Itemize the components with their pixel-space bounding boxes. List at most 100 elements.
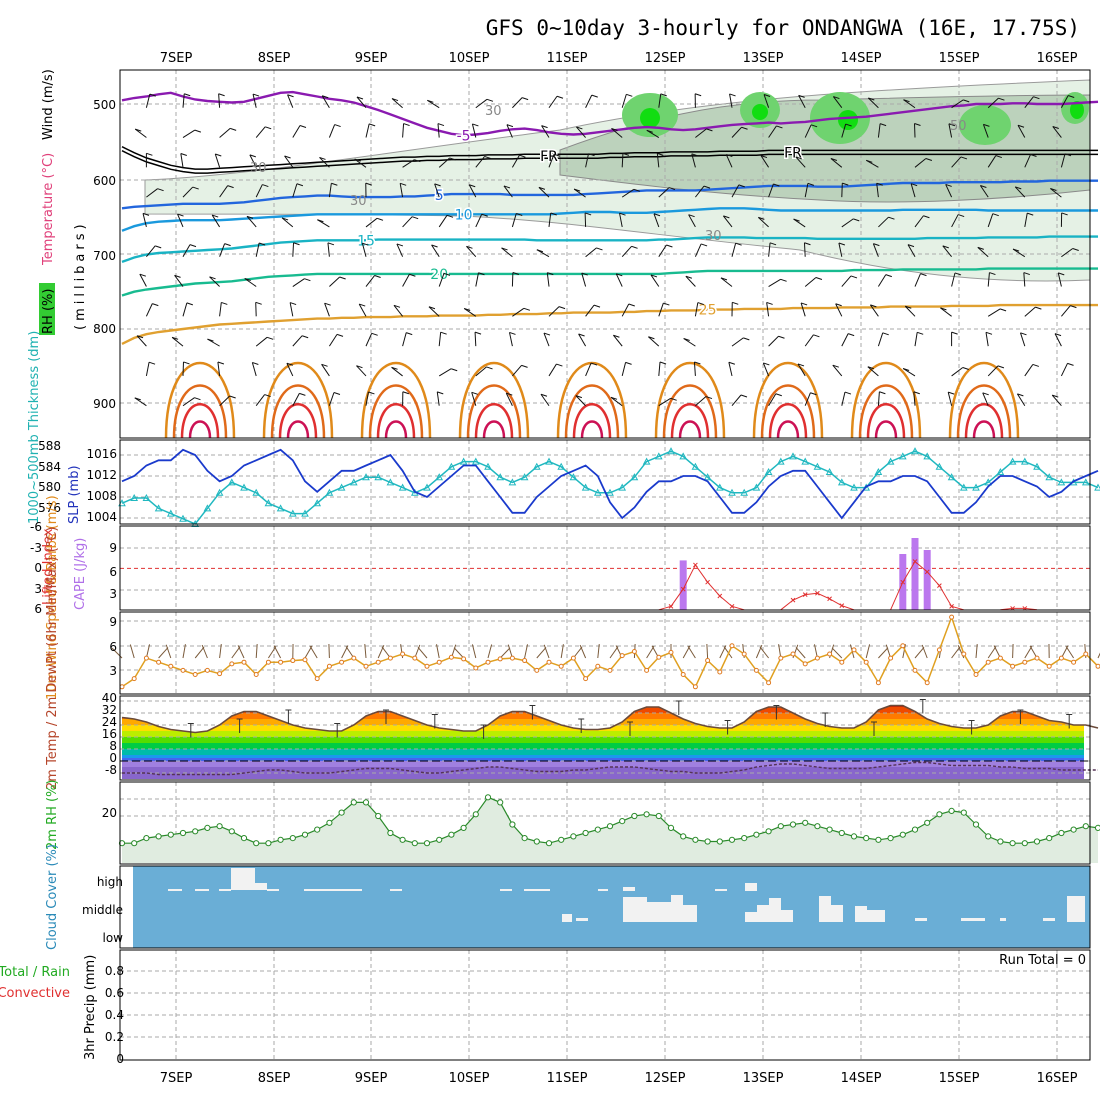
thickness-point xyxy=(618,483,627,491)
wind-barb-flag xyxy=(962,367,969,370)
wind-barb-flag xyxy=(437,123,445,127)
wind-barb xyxy=(902,368,916,377)
rh-contour-label: 30 xyxy=(485,104,502,119)
wind10m-barb xyxy=(417,646,428,659)
rh-point xyxy=(875,836,882,843)
wind-barb-flag xyxy=(670,397,677,401)
rh-point xyxy=(521,835,528,842)
wind-barb xyxy=(877,391,880,406)
wind-barb-flag xyxy=(773,183,780,187)
wind-barb xyxy=(621,362,627,377)
wind-barb xyxy=(146,188,158,198)
wind-barb xyxy=(987,308,1001,317)
run-total-label: Run Total = 0 xyxy=(999,953,1086,968)
thickness-point xyxy=(264,499,273,507)
wind-barb xyxy=(578,333,587,347)
rh-point xyxy=(155,833,162,840)
wind-barb xyxy=(621,245,632,258)
wind-barb-flag xyxy=(434,183,441,187)
wind-barb xyxy=(548,95,558,109)
wind-barb-flag xyxy=(558,306,566,310)
wind-barb-flag xyxy=(321,363,328,367)
rh-point xyxy=(753,831,760,838)
thickness-point xyxy=(496,473,505,481)
rh-point xyxy=(765,828,772,835)
wind-barb xyxy=(292,393,300,406)
wind-barb xyxy=(575,395,586,407)
rh-point xyxy=(582,829,589,837)
wind-barb-flag xyxy=(948,123,956,127)
rh-point xyxy=(728,836,736,843)
isotherm-line xyxy=(121,90,1099,137)
precip-frame xyxy=(119,949,1091,1061)
wind-barb xyxy=(951,156,962,168)
precip-legend-convective: Convective xyxy=(0,986,70,1001)
wind-barb-flag xyxy=(207,338,214,342)
wind-barb-flag xyxy=(371,332,378,336)
top-date-label: 15SEP xyxy=(939,51,980,66)
wind-barb xyxy=(722,215,733,228)
wind10m-barb xyxy=(231,646,241,659)
wind-barb xyxy=(804,183,809,198)
isotherm-warm-bump xyxy=(654,362,726,439)
wind10m-barb xyxy=(560,644,564,659)
wind-barb-flag xyxy=(1023,272,1030,276)
wind-barb-flag xyxy=(920,273,927,277)
wind-barb-flag xyxy=(873,243,880,247)
thickness-point xyxy=(898,452,907,460)
rh-axis-label: RH (%) xyxy=(41,289,56,334)
wind-barb xyxy=(1024,213,1028,228)
wind-barb-flag xyxy=(983,123,990,127)
cloud-axis-label: Cloud Cover (%) xyxy=(45,844,60,950)
cloud-level-middle: middle xyxy=(82,903,123,917)
wind10m-barb xyxy=(499,647,511,659)
wind-barb-flag xyxy=(832,364,839,368)
wind-barb xyxy=(793,218,806,228)
wind-barb-flag xyxy=(215,153,222,157)
wind-barb-flag xyxy=(550,212,557,216)
isotherm-warm-bump xyxy=(458,362,530,439)
temp-tick: -8 xyxy=(105,763,117,777)
top-date-label: 16SEP xyxy=(1037,51,1078,66)
wind-barb xyxy=(434,183,440,198)
wind10m-speed-point xyxy=(412,655,418,661)
wind-barb-flag xyxy=(512,272,520,276)
wind-barb xyxy=(328,183,332,198)
wind-barb xyxy=(611,128,623,138)
wind-barb-flag xyxy=(997,365,1005,369)
wind-barb xyxy=(658,302,664,317)
thickness-point xyxy=(203,504,212,512)
wind-barb xyxy=(695,185,705,198)
wind-barb xyxy=(581,272,587,287)
wind10m-barb xyxy=(364,644,367,659)
wind-barb xyxy=(328,334,338,347)
wind-barb-flag xyxy=(907,244,915,248)
wind10m-speed-point xyxy=(387,655,393,661)
wind-barb xyxy=(1014,186,1026,198)
rh-point xyxy=(399,836,406,843)
wind-barb-flag xyxy=(576,126,583,130)
wind-barb-flag xyxy=(610,396,618,400)
wind-barb-flag xyxy=(134,397,141,401)
wind-barb xyxy=(361,243,367,257)
wind10m-barb xyxy=(487,644,493,659)
chart-title: GFS 0~10day 3-hourly for ONDANGWA (16E, … xyxy=(486,16,1080,40)
wind-barb-flag xyxy=(1017,124,1025,128)
cloud-frame xyxy=(119,865,1091,949)
thickness-point xyxy=(728,488,736,496)
wind-axis-label: Wind (m/s) xyxy=(41,69,56,140)
rh-contour-label: 50 xyxy=(950,119,967,134)
wind-barb xyxy=(878,216,889,228)
wind-barb-flag xyxy=(333,392,341,395)
wind-barb-flag xyxy=(596,247,603,251)
thickness-point xyxy=(996,467,1005,475)
rh-point xyxy=(789,821,797,828)
wind-barb xyxy=(219,395,231,407)
wind-barb xyxy=(830,158,843,168)
wind-barb-flag xyxy=(403,123,410,127)
cape-bar xyxy=(923,550,931,610)
wind-barb-flag xyxy=(998,97,1005,101)
wind-barb-flag xyxy=(653,213,661,217)
wind-barb xyxy=(695,128,707,138)
temp-tick: 0 xyxy=(109,751,117,765)
